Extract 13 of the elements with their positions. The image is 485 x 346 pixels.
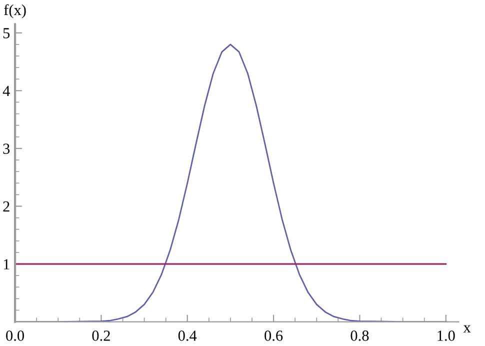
y-axis-title: f(x) bbox=[4, 4, 26, 18]
y-tick-label: 2 bbox=[3, 201, 10, 212]
x-tick-label: 0.4 bbox=[178, 330, 197, 341]
y-tick-label: 3 bbox=[3, 144, 10, 154]
x-tick-label: 0.8 bbox=[350, 330, 369, 341]
x-tick-label: 0.2 bbox=[92, 330, 110, 341]
x-tick-label: 0.6 bbox=[264, 330, 283, 341]
y-tick-label: 1 bbox=[4, 259, 10, 270]
x-axis-title: x bbox=[463, 325, 471, 332]
y-tick-label: 4 bbox=[2, 86, 10, 96]
x-tick-label: 0.0 bbox=[6, 330, 24, 341]
y-tick-label: 5 bbox=[3, 28, 10, 38]
x-tick-label: 1.0 bbox=[438, 330, 455, 341]
